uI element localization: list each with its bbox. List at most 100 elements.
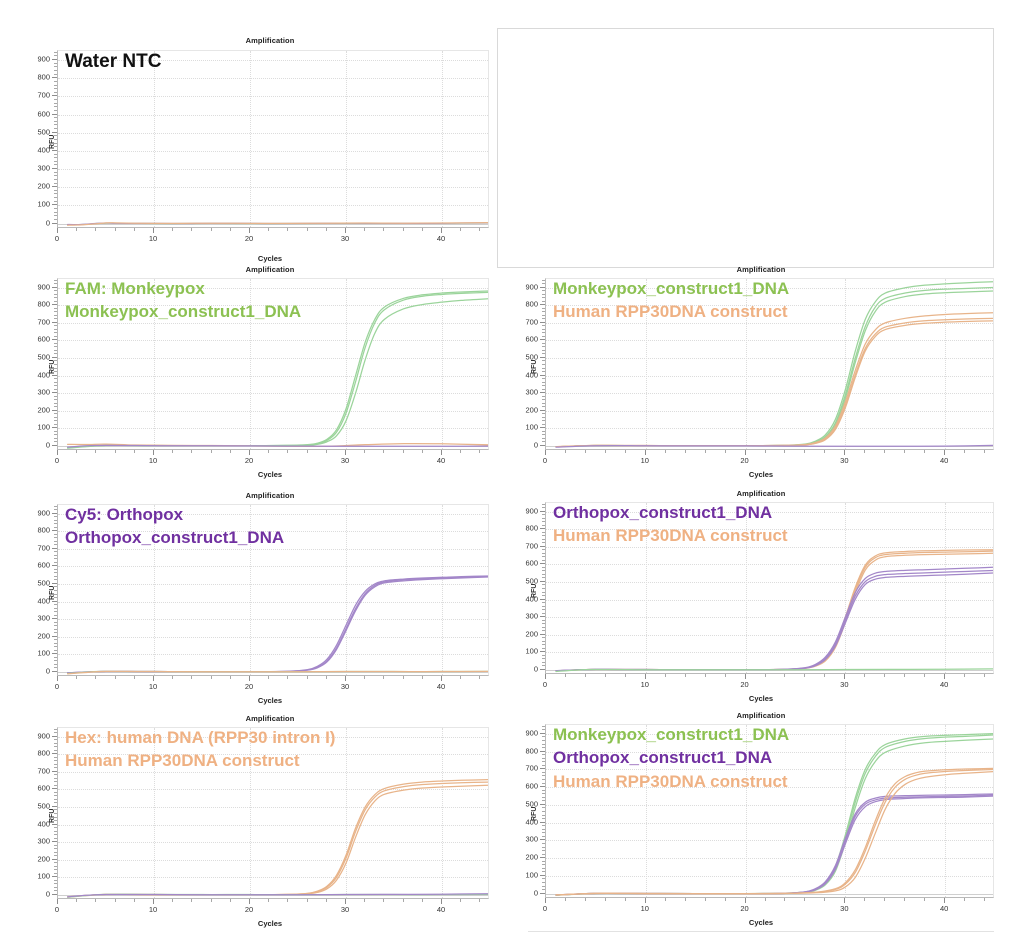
x-minor-tick [364, 899, 366, 902]
y-minor-tick [54, 551, 57, 553]
y-tick-label: 100 [37, 648, 50, 658]
y-minor-tick [54, 332, 57, 334]
x-tick-label: 0 [54, 682, 60, 691]
y-minor-tick [54, 441, 57, 443]
gridline-horizontal [58, 877, 488, 878]
y-minor-tick [54, 413, 57, 415]
x-minor-tick [479, 676, 481, 679]
y-minor-tick [542, 764, 545, 766]
y-minor-tick [54, 109, 57, 111]
gridline-horizontal [546, 288, 993, 289]
x-minor-tick [460, 676, 462, 679]
gridline-vertical [154, 728, 155, 898]
y-minor-tick [54, 795, 57, 797]
y-minor-tick [54, 869, 57, 871]
y-tick-mark [540, 821, 545, 823]
x-axis-title: Cycles [257, 254, 283, 263]
y-tick-label: 100 [525, 870, 538, 880]
y-minor-tick [54, 385, 57, 387]
gridline-horizontal [58, 531, 488, 532]
y-minor-tick [542, 640, 545, 642]
y-minor-tick [54, 66, 57, 68]
x-minor-tick [421, 450, 423, 453]
chart-title: Amplification [245, 714, 295, 723]
y-tick-label: 400 [525, 594, 538, 604]
y-minor-tick [54, 628, 57, 630]
y-tick-mark [52, 59, 57, 61]
y-tick-label: 100 [525, 422, 538, 432]
x-minor-tick [191, 450, 193, 453]
y-minor-tick [542, 793, 545, 795]
y-minor-tick [54, 117, 57, 119]
gridline-horizontal [58, 602, 488, 603]
gridline-horizontal [58, 288, 488, 289]
x-tick-mark [441, 450, 442, 455]
x-minor-tick [724, 898, 726, 901]
x-tick-mark [844, 898, 846, 903]
x-tick-label: 0 [542, 680, 548, 689]
y-minor-tick [54, 399, 57, 401]
y-tick-mark [540, 545, 545, 547]
curve-layer [66, 575, 488, 675]
y-minor-tick [54, 420, 57, 422]
y-tick-label: 400 [37, 596, 50, 606]
y-tick-label: 600 [525, 781, 538, 791]
x-minor-tick [824, 674, 826, 677]
y-minor-tick [542, 654, 545, 656]
x-minor-tick [325, 676, 327, 679]
gridline-vertical [646, 279, 647, 449]
y-tick-label: 0 [533, 888, 538, 898]
y-minor-tick [542, 637, 545, 639]
y-minor-tick [54, 406, 57, 408]
x-tick-mark [944, 674, 946, 679]
x-minor-tick [191, 228, 193, 231]
gridline-vertical [945, 279, 946, 449]
y-minor-tick [54, 208, 57, 210]
x-minor-tick [364, 676, 366, 679]
y-minor-tick [542, 283, 545, 285]
y-minor-tick [542, 570, 545, 572]
y-minor-tick [542, 630, 545, 632]
y-minor-tick [54, 416, 57, 418]
y-tick-label: 100 [525, 646, 538, 656]
y-minor-tick [54, 325, 57, 327]
y-tick-mark [52, 893, 57, 895]
x-minor-tick [764, 674, 766, 677]
y-minor-tick [542, 437, 545, 439]
y-tick-mark [52, 547, 57, 549]
y-minor-tick [54, 746, 57, 748]
y-tick-label: 800 [525, 746, 538, 756]
gridline-vertical [442, 279, 443, 449]
y-minor-tick [542, 307, 545, 309]
y-minor-tick [542, 800, 545, 802]
panel-annotation: Orthopox_construct1_DNA [553, 503, 773, 522]
y-minor-tick [542, 420, 545, 422]
x-minor-tick [191, 676, 193, 679]
y-tick-mark [52, 653, 57, 655]
y-tick-mark [52, 823, 57, 825]
y-minor-tick [54, 879, 57, 881]
y-tick-label: 800 [525, 523, 538, 533]
y-minor-tick [54, 55, 57, 57]
y-tick-label: 200 [525, 629, 538, 639]
y-minor-tick [54, 106, 57, 108]
y-tick-label: 0 [533, 440, 538, 450]
panel-annotation: Human RPP30DNA construct [553, 302, 788, 322]
x-tick-label: 10 [640, 680, 649, 689]
y-minor-tick [542, 524, 545, 526]
chart-panel-water-ntc: Amplification Cycles RFU 0 100 200 300 400 500 60… [37, 36, 494, 264]
y-minor-tick [542, 423, 545, 425]
y-minor-tick [542, 623, 545, 625]
x-minor-tick [564, 450, 566, 453]
y-minor-tick [54, 558, 57, 560]
y-minor-tick [54, 656, 57, 658]
y-minor-tick [54, 830, 57, 832]
y-minor-tick [542, 807, 545, 809]
curve-layer [66, 222, 488, 226]
y-tick-label: 700 [525, 317, 538, 327]
gridline-vertical [845, 503, 846, 673]
x-minor-tick [95, 676, 97, 679]
x-tick-mark [644, 898, 646, 903]
x-tick-mark [249, 899, 250, 904]
x-minor-tick [864, 674, 866, 677]
